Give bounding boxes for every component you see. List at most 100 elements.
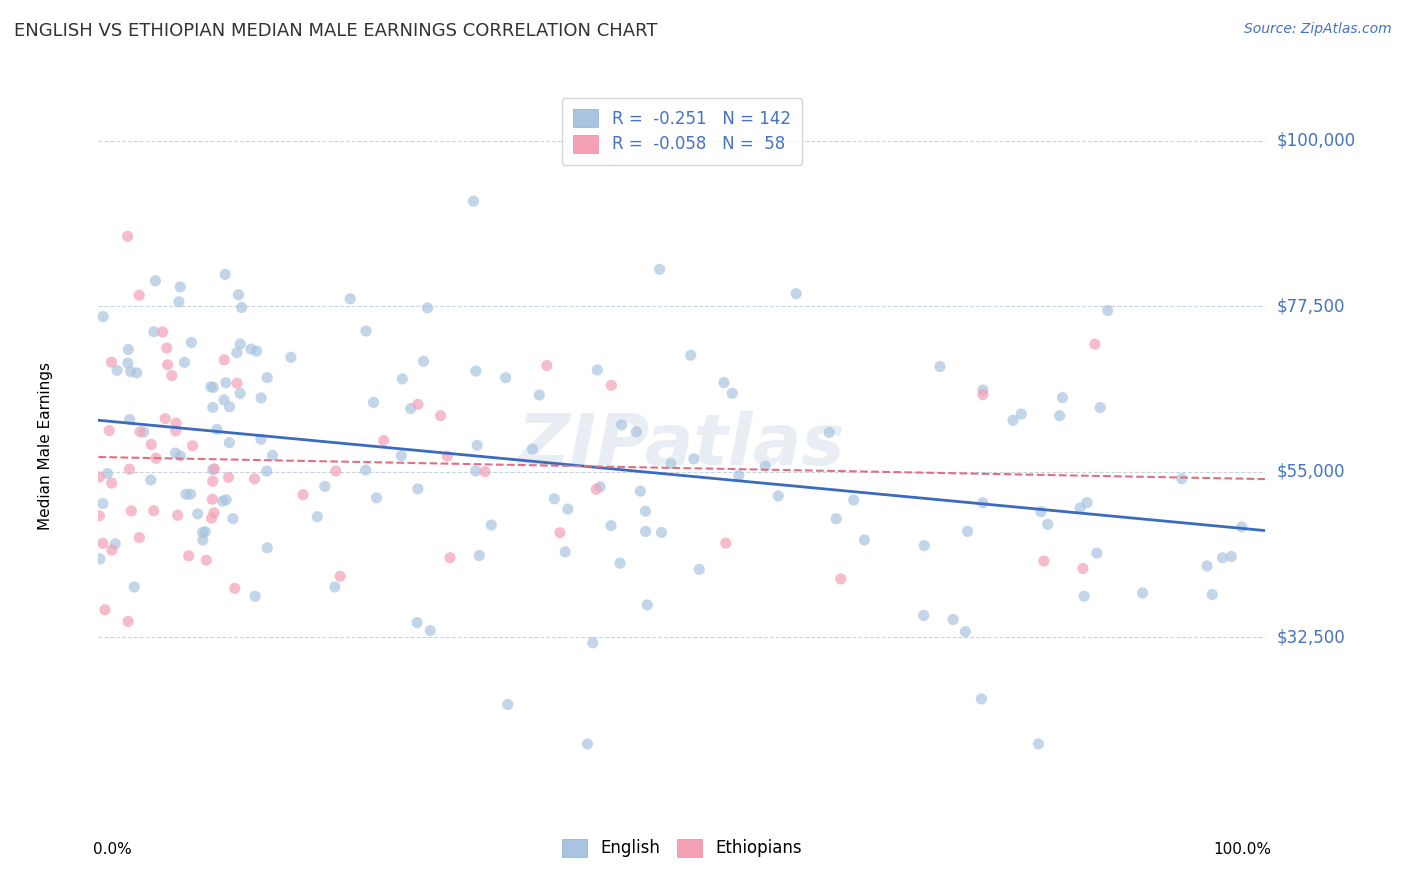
Point [243, 589, 266, 603]
Point [626, 425, 648, 439]
Point [589, 480, 612, 494]
Point [224, 582, 246, 596]
Point [754, 459, 776, 474]
Point [972, 387, 994, 401]
Point [419, 624, 441, 638]
Point [214, 352, 236, 367]
Point [142, 325, 165, 339]
Point [117, 343, 139, 357]
Point [586, 363, 609, 377]
Point [246, 344, 269, 359]
Point [1002, 413, 1025, 427]
Point [201, 401, 224, 415]
Point [429, 409, 451, 423]
Point [141, 437, 163, 451]
Point [600, 378, 623, 392]
Point [1029, 505, 1052, 519]
Point [200, 380, 222, 394]
Point [218, 470, 240, 484]
Text: 0.0%: 0.0% [93, 842, 131, 857]
Text: $77,500: $77,500 [1277, 297, 1346, 315]
Point [970, 692, 993, 706]
Point [465, 438, 488, 452]
Point [354, 324, 377, 338]
Point [416, 301, 439, 315]
Point [250, 391, 273, 405]
Point [942, 613, 965, 627]
Point [118, 412, 141, 426]
Point [554, 545, 576, 559]
Point [314, 479, 336, 493]
Point [1201, 588, 1223, 602]
Point [785, 286, 807, 301]
Point [181, 439, 204, 453]
Point [226, 376, 249, 391]
Point [714, 536, 737, 550]
Point [125, 366, 148, 380]
Point [366, 491, 388, 505]
Point [191, 533, 214, 548]
Point [101, 543, 124, 558]
Point [412, 354, 434, 368]
Text: $100,000: $100,000 [1277, 132, 1355, 150]
Point [679, 348, 702, 362]
Point [972, 383, 994, 397]
Point [464, 364, 486, 378]
Point [1069, 500, 1091, 515]
Point [256, 541, 278, 555]
Point [912, 539, 935, 553]
Point [169, 449, 191, 463]
Point [256, 464, 278, 478]
Point [972, 496, 994, 510]
Point [202, 462, 225, 476]
Point [1197, 559, 1219, 574]
Point [122, 580, 145, 594]
Point [683, 451, 706, 466]
Point [1090, 401, 1112, 415]
Point [628, 484, 651, 499]
Point [229, 337, 252, 351]
Text: $32,500: $32,500 [1277, 628, 1346, 647]
Point [215, 492, 238, 507]
Point [205, 422, 228, 436]
Point [557, 502, 579, 516]
Point [543, 491, 565, 506]
Point [329, 569, 352, 583]
Point [1010, 407, 1032, 421]
Point [536, 359, 558, 373]
Point [228, 287, 250, 301]
Point [139, 473, 162, 487]
Point [173, 355, 195, 369]
Point [117, 229, 139, 244]
Point [354, 463, 377, 477]
Point [636, 598, 658, 612]
Point [89, 470, 111, 484]
Point [727, 468, 749, 483]
Text: Source: ZipAtlas.com: Source: ZipAtlas.com [1244, 22, 1392, 37]
Point [240, 342, 263, 356]
Point [165, 424, 187, 438]
Point [1052, 391, 1074, 405]
Point [91, 310, 114, 324]
Point [1211, 550, 1233, 565]
Point [218, 435, 240, 450]
Text: Median Male Earnings: Median Male Earnings [38, 362, 53, 530]
Point [463, 194, 485, 209]
Point [118, 462, 141, 476]
Point [650, 525, 672, 540]
Point [165, 416, 187, 430]
Point [201, 475, 224, 489]
Point [474, 465, 496, 479]
Point [132, 425, 155, 439]
Point [713, 376, 735, 390]
Point [955, 624, 977, 639]
Point [165, 446, 187, 460]
Point [156, 341, 179, 355]
Point [153, 411, 176, 425]
Point [648, 262, 671, 277]
Point [439, 550, 461, 565]
Point [479, 518, 502, 533]
Point [688, 562, 710, 576]
Point [825, 512, 848, 526]
Point [389, 449, 412, 463]
